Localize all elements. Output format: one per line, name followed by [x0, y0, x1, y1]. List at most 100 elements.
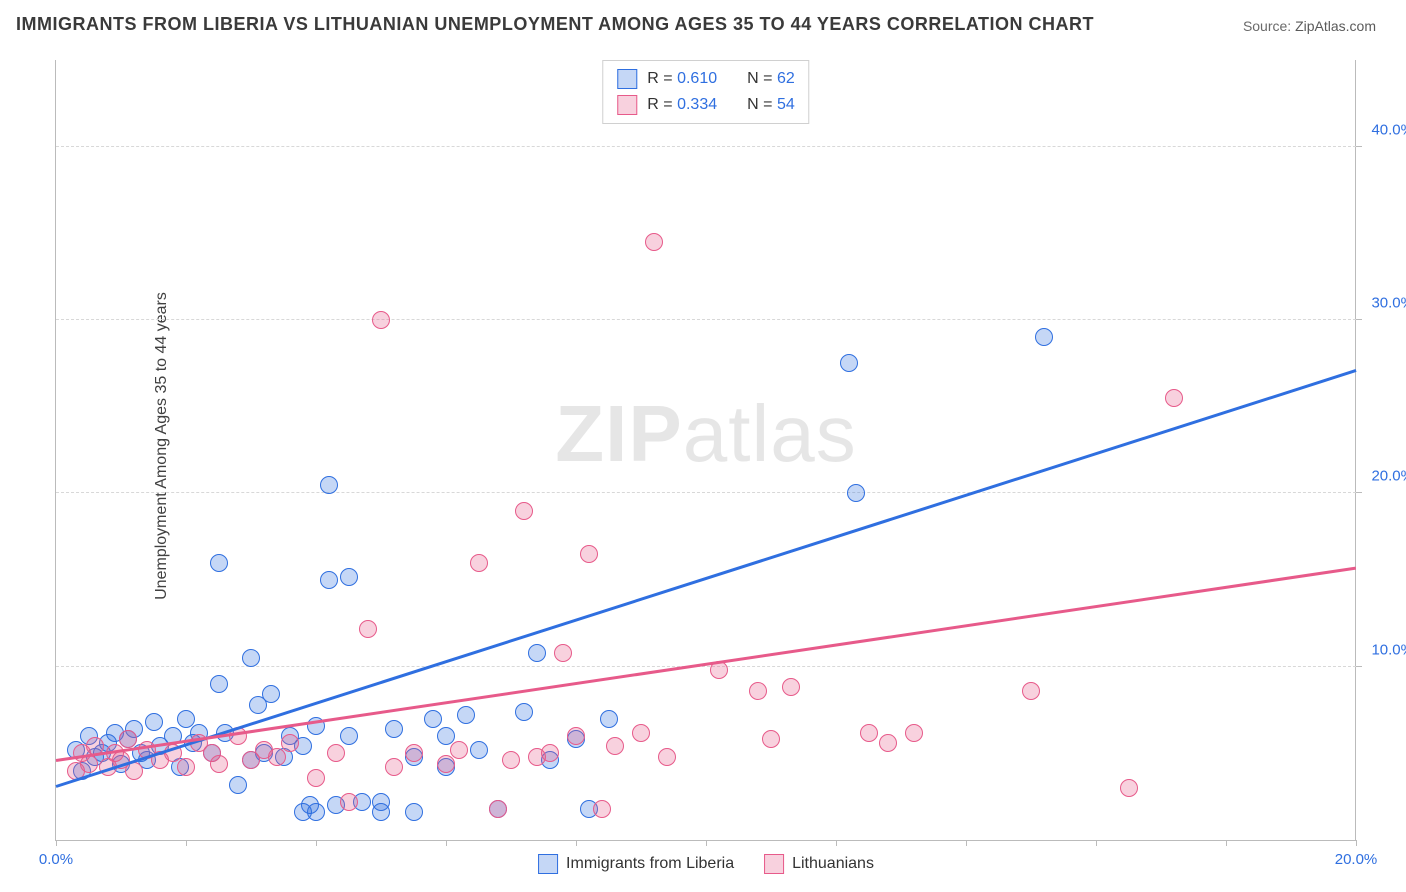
r-value-lithuanian: 0.334 — [677, 96, 717, 113]
data-point-lithuanian — [1022, 682, 1040, 700]
x-tick — [1226, 840, 1227, 846]
source-label: Source: — [1243, 18, 1295, 34]
data-point-liberia — [372, 793, 390, 811]
data-point-lithuanian — [502, 751, 520, 769]
r-value-liberia: 0.610 — [677, 70, 717, 87]
data-point-lithuanian — [327, 744, 345, 762]
data-point-lithuanian — [450, 741, 468, 759]
legend-row-lithuanian: R = 0.334 N = 54 — [617, 92, 794, 118]
data-point-liberia — [385, 720, 403, 738]
data-point-lithuanian — [1165, 389, 1183, 407]
data-point-lithuanian — [1120, 779, 1138, 797]
data-point-lithuanian — [606, 737, 624, 755]
data-point-lithuanian — [541, 744, 559, 762]
data-point-liberia — [840, 354, 858, 372]
data-point-lithuanian — [593, 800, 611, 818]
source-attribution: Source: ZipAtlas.com — [1243, 18, 1376, 34]
data-point-lithuanian — [307, 769, 325, 787]
series-legend: Immigrants from Liberia Lithuanians — [538, 854, 874, 874]
data-point-liberia — [470, 741, 488, 759]
data-point-liberia — [424, 710, 442, 728]
data-point-lithuanian — [177, 758, 195, 776]
y-axis-right — [1355, 60, 1356, 840]
data-point-liberia — [515, 703, 533, 721]
n-value-liberia: 62 — [777, 70, 795, 87]
x-tick-label: 20.0% — [1335, 851, 1378, 868]
x-tick — [836, 840, 837, 846]
x-tick-label: 0.0% — [39, 851, 73, 868]
data-point-lithuanian — [470, 554, 488, 572]
chart-title: IMMIGRANTS FROM LIBERIA VS LITHUANIAN UN… — [16, 14, 1094, 35]
data-point-lithuanian — [489, 800, 507, 818]
data-point-lithuanian — [762, 730, 780, 748]
legend-label-lithuanian: Lithuanians — [792, 855, 874, 873]
data-point-liberia — [847, 484, 865, 502]
data-point-liberia — [242, 649, 260, 667]
data-point-lithuanian — [119, 730, 137, 748]
data-point-lithuanian — [340, 793, 358, 811]
legend-row-liberia: R = 0.610 N = 62 — [617, 66, 794, 92]
data-point-liberia — [340, 727, 358, 745]
data-point-liberia — [262, 685, 280, 703]
gridline-h — [56, 492, 1356, 493]
source-value: ZipAtlas.com — [1295, 18, 1376, 34]
gridline-h — [56, 319, 1356, 320]
data-point-lithuanian — [905, 724, 923, 742]
data-point-lithuanian — [359, 620, 377, 638]
data-point-liberia — [145, 713, 163, 731]
data-point-lithuanian — [749, 682, 767, 700]
data-point-lithuanian — [782, 678, 800, 696]
x-tick — [316, 840, 317, 846]
data-point-liberia — [307, 803, 325, 821]
legend-label-liberia: Immigrants from Liberia — [566, 855, 734, 873]
data-point-lithuanian — [860, 724, 878, 742]
data-point-lithuanian — [372, 311, 390, 329]
x-tick — [966, 840, 967, 846]
x-tick — [186, 840, 187, 846]
swatch-lithuanian — [617, 95, 637, 115]
data-point-lithuanian — [268, 748, 286, 766]
x-tick — [56, 840, 57, 846]
y-tick-label: 20.0% — [1364, 468, 1406, 485]
data-point-liberia — [1035, 328, 1053, 346]
data-point-liberia — [210, 554, 228, 572]
correlation-legend: R = 0.610 N = 62 R = 0.334 N = 54 — [602, 60, 809, 124]
legend-entry-lithuanian: Lithuanians — [764, 854, 874, 874]
swatch-lithuanian-icon — [764, 854, 784, 874]
data-point-lithuanian — [437, 755, 455, 773]
data-point-lithuanian — [580, 545, 598, 563]
watermark: ZIPatlas — [555, 388, 856, 480]
n-value-lithuanian: 54 — [777, 96, 795, 113]
trend-line-liberia — [56, 369, 1357, 788]
data-point-liberia — [457, 706, 475, 724]
swatch-liberia — [617, 69, 637, 89]
data-point-lithuanian — [281, 734, 299, 752]
x-tick — [1096, 840, 1097, 846]
swatch-liberia-icon — [538, 854, 558, 874]
data-point-liberia — [320, 476, 338, 494]
x-tick — [576, 840, 577, 846]
data-point-liberia — [528, 644, 546, 662]
data-point-lithuanian — [879, 734, 897, 752]
gridline-h — [56, 146, 1356, 147]
y-tick-label: 10.0% — [1364, 641, 1406, 658]
data-point-liberia — [320, 571, 338, 589]
data-point-liberia — [210, 675, 228, 693]
scatter-plot-area: ZIPatlas R = 0.610 N = 62 R = 0.334 N = … — [55, 60, 1356, 841]
data-point-lithuanian — [645, 233, 663, 251]
y-tick-label: 40.0% — [1364, 121, 1406, 138]
x-tick — [706, 840, 707, 846]
data-point-liberia — [229, 776, 247, 794]
data-point-lithuanian — [567, 727, 585, 745]
x-tick — [446, 840, 447, 846]
data-point-lithuanian — [658, 748, 676, 766]
data-point-liberia — [340, 568, 358, 586]
legend-entry-liberia: Immigrants from Liberia — [538, 854, 734, 874]
data-point-lithuanian — [554, 644, 572, 662]
data-point-lithuanian — [385, 758, 403, 776]
data-point-liberia — [600, 710, 618, 728]
y-tick-label: 30.0% — [1364, 295, 1406, 312]
x-tick — [1356, 840, 1357, 846]
data-point-lithuanian — [210, 755, 228, 773]
data-point-liberia — [405, 803, 423, 821]
